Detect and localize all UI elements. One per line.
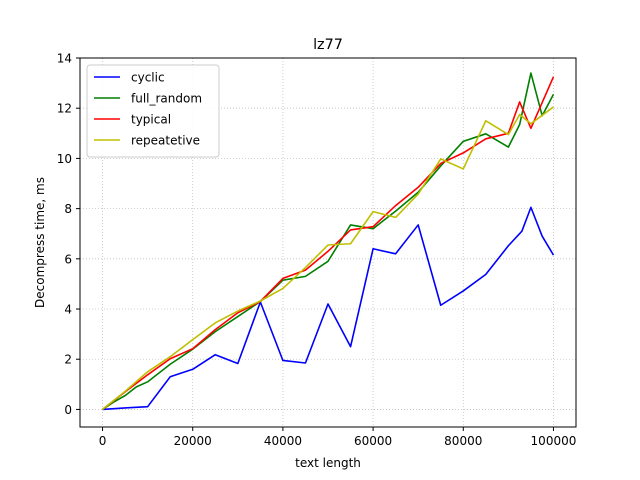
y-tick-label: 12 [57,102,72,116]
series-line-repeatetive [102,106,554,411]
y-tick-label: 2 [64,353,72,367]
y-axis-label: Decompress time, ms [33,177,47,308]
y-tick-label: 14 [57,52,72,66]
x-tick-label: 0 [99,434,107,448]
x-tick-label: 20000 [174,434,212,448]
chart-title: lz77 [313,37,343,53]
x-axis-ticks: 0 20000 40000 60000 80000 100000 [99,427,577,448]
y-tick-label: 6 [64,252,72,266]
legend-label-typical: typical [131,113,171,127]
x-tick-label: 100000 [531,434,577,448]
series-lines [102,72,555,411]
y-tick-label: 0 [64,403,72,417]
series-line-typical [102,76,555,411]
legend-box [86,64,220,158]
y-tick-label: 10 [57,152,72,166]
legend-label-cyclic: cyclic [131,71,165,85]
y-axis-ticks: 0 2 4 6 8 10 12 14 [57,52,80,417]
series-line-cyclic [102,206,555,411]
plot-frame [79,57,577,428]
x-tick-label: 80000 [444,434,482,448]
series-line-full_random [102,72,555,411]
y-tick-label: 8 [64,202,72,216]
x-tick-label: 60000 [354,434,392,448]
x-axis-label: text length [295,456,361,470]
legend-label-repeatetive: repeatetive [131,134,200,148]
legend-label-full_random: full_random [131,92,202,106]
y-tick-label: 4 [64,303,72,317]
x-tick-label: 40000 [264,434,302,448]
